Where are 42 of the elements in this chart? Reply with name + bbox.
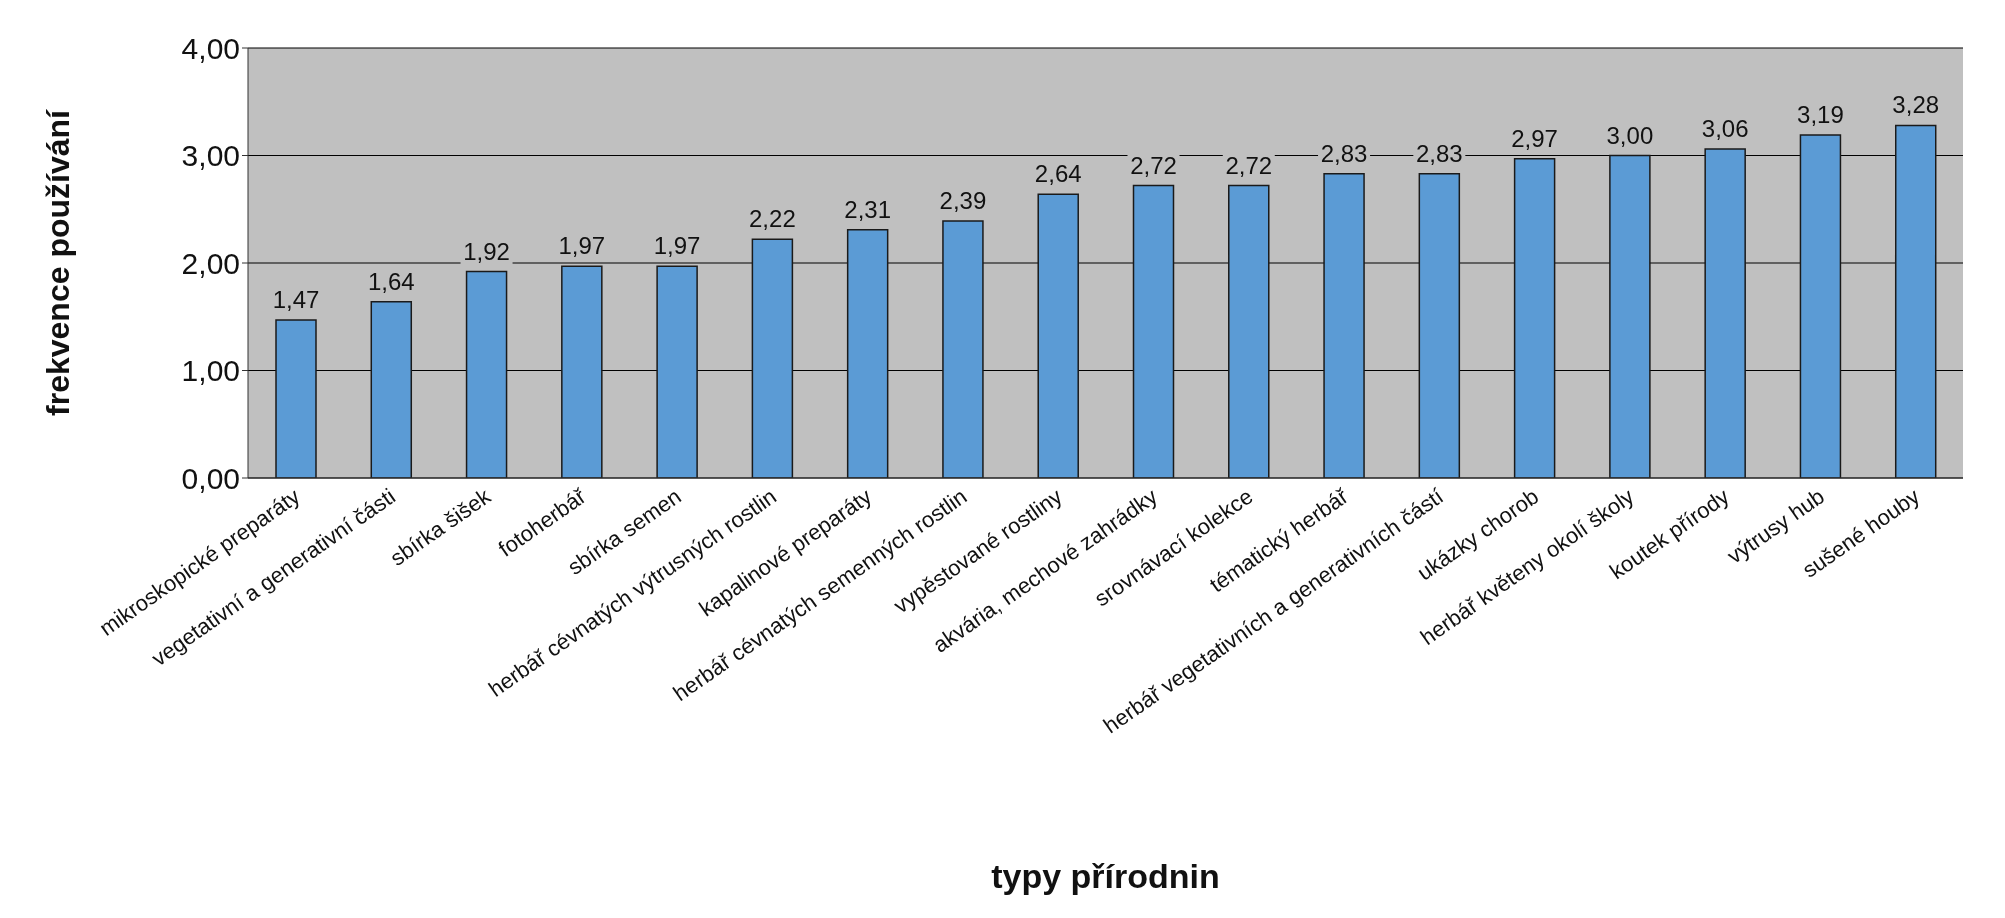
data-label: 1,47 <box>272 285 320 313</box>
y-tick-label: 3,00 <box>181 139 240 173</box>
data-label: 2,72 <box>1130 151 1177 179</box>
bar <box>942 220 984 478</box>
bar <box>370 300 413 478</box>
y-axis-title: frekvence používání <box>40 108 77 416</box>
y-tick-label: 2,00 <box>181 246 240 280</box>
bar <box>1513 157 1556 478</box>
data-label: 2,83 <box>1320 139 1368 167</box>
data-label: 3,00 <box>1606 121 1654 149</box>
y-tick-label: 4,00 <box>181 31 240 65</box>
bar <box>751 238 794 478</box>
data-label: 3,28 <box>1892 91 1940 119</box>
bar <box>1037 193 1079 478</box>
data-label: 1,97 <box>653 232 701 260</box>
bar <box>846 228 889 478</box>
y-tick-label: 1,00 <box>181 354 240 388</box>
bar <box>561 265 603 478</box>
x-axis-title: typy přírodnin <box>991 857 1220 895</box>
data-label: 1,92 <box>463 237 510 265</box>
bar <box>1704 148 1746 478</box>
data-label: 2,72 <box>1225 151 1273 179</box>
bar <box>1418 173 1461 478</box>
bar <box>1132 184 1175 478</box>
data-label: 2,97 <box>1511 124 1558 152</box>
data-label: 1,97 <box>558 232 606 260</box>
data-label: 2,64 <box>1034 160 1082 188</box>
data-label: 1,64 <box>367 267 415 295</box>
bar <box>275 319 317 478</box>
data-label: 3,06 <box>1701 115 1749 143</box>
data-label: 2,39 <box>939 187 987 215</box>
bar <box>1609 154 1651 478</box>
data-label: 3,19 <box>1797 101 1844 129</box>
bar <box>1228 184 1270 478</box>
bar <box>1799 134 1842 478</box>
data-label: 2,31 <box>844 195 892 223</box>
data-label: 2,22 <box>749 205 796 233</box>
bar <box>465 270 508 478</box>
bar <box>1894 124 1937 478</box>
data-label: 2,83 <box>1415 139 1463 167</box>
bar <box>656 265 698 478</box>
bar <box>1323 173 1365 478</box>
